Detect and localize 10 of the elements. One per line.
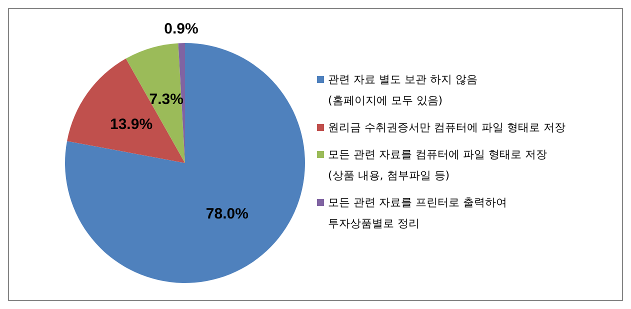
data-label: 7.3% — [149, 91, 184, 108]
legend-label: 원리금 수취권증서만 컴퓨터에 파일 형태로 저장 — [328, 120, 566, 136]
data-label: 0.9% — [164, 20, 198, 38]
data-label: 78.0% — [206, 205, 248, 222]
legend-label: 관련 자료 별도 보관 하지 않음 (홈페이지에 모두 있음) — [328, 72, 478, 109]
pie-slice — [65, 43, 305, 283]
data-label: 13.9% — [110, 116, 153, 134]
pie-slice — [67, 58, 185, 163]
legend-label: 모든 관련 자료를 컴퓨터에 파일 형태로 저장 (상품 내용, 첨부파일 등) — [328, 147, 547, 184]
legend-label: 모든 관련 자료를 프린터로 출력하여 투자상품별로 정리 — [328, 195, 507, 232]
